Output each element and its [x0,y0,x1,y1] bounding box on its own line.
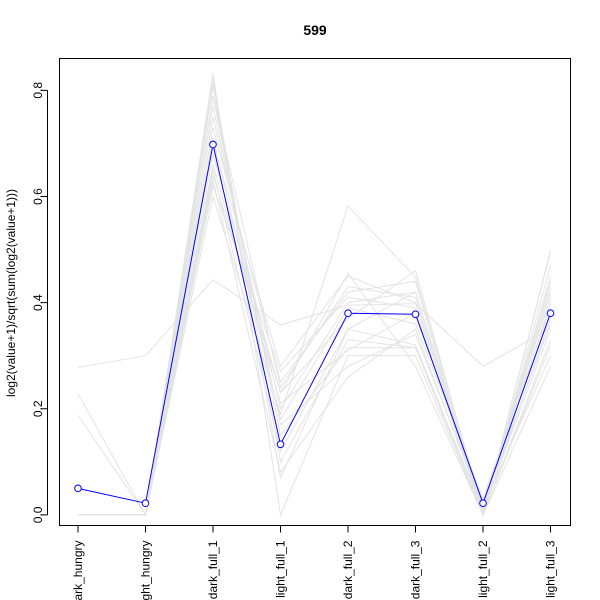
y-tick-label: 0.8 [31,82,45,99]
x-tick-label: dark_full_1 [206,540,220,599]
background-series-line [78,180,551,516]
x-tick-label: ght_hungry [139,541,153,600]
highlight-series-line [77,144,551,505]
background-series-line [78,137,551,516]
x-tick-label: light_full_1 [274,540,288,598]
highlight-point [209,140,217,149]
x-tick-label: light_full_3 [544,540,558,598]
x-tick-label: dark_full_2 [341,540,355,599]
y-axis: 0.0 0.2 0.4 0.6 0.8 [31,82,48,523]
plot-frame [59,58,571,526]
highlight-point [74,484,82,493]
highlight-point [546,309,555,318]
highlight-point [479,499,487,508]
background-series-line [78,169,551,517]
highlight-point [411,310,420,319]
background-series-line [78,164,551,516]
highlight-point [276,440,285,449]
highlight-point [344,309,352,318]
y-tick-label: 0.0 [31,506,45,523]
x-tick-label: dark_full_3 [409,540,423,599]
x-tick-label: ark_hungry [71,541,85,600]
x-axis: ark_hungry ght_hungry dark_full_1 light_ful… [71,525,558,600]
background-series-line [77,279,551,368]
y-tick-label: 0.6 [31,188,45,205]
background-series-line [78,184,551,517]
y-axis-label: log2(value+1)/sqrt(sum(log2(value+1))) [4,189,18,397]
background-series-group [77,73,551,517]
background-series-line [78,84,551,516]
background-series-line [78,73,551,517]
background-series-line [78,79,551,517]
chart-title: 599 [303,22,327,38]
y-tick-label: 0.4 [31,294,45,311]
y-tick-label: 0.2 [31,400,45,417]
background-series-line [78,143,551,516]
background-series-line [78,95,551,516]
highlight-series-group [74,140,555,508]
highlight-point [141,499,150,508]
x-tick-label: light_full_2 [476,540,490,598]
background-series-line [77,175,551,517]
background-series-line [78,116,551,516]
background-series-line [78,95,551,517]
